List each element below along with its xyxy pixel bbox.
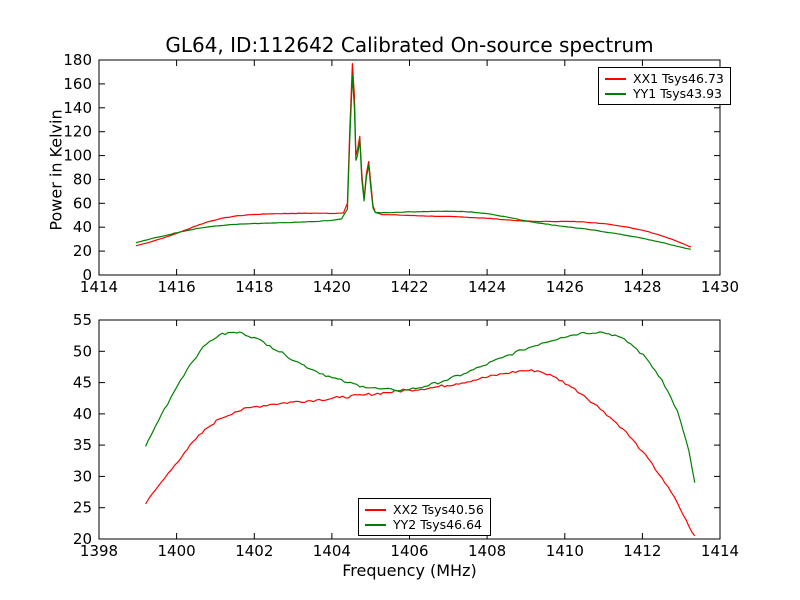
legend-top: XX1 Tsys46.73 YY1 Tsys43.93	[598, 67, 731, 105]
x-tick-label: 1410	[546, 542, 584, 560]
legend-entry: XX1 Tsys46.73	[605, 71, 724, 86]
legend-line-sample-xx2	[365, 508, 386, 511]
y-tick-label: 60	[73, 194, 92, 212]
y-tick-label: 20	[73, 242, 92, 260]
x-axis-label: Frequency (MHz)	[342, 561, 477, 580]
x-tick-label: 1414	[701, 542, 739, 560]
y-tick-label: 40	[73, 218, 92, 236]
x-tick-label: 1414	[80, 278, 118, 296]
y-tick-label: 80	[73, 170, 92, 188]
x-tick-label: 1426	[546, 278, 584, 296]
x-tick-label: 1402	[235, 542, 273, 560]
figure-title: GL64, ID:112642 Calibrated On-source spe…	[165, 33, 654, 57]
x-tick-label: 1430	[701, 278, 739, 296]
legend-label: YY2 Tsys46.64	[393, 517, 482, 532]
y-tick-label: 25	[73, 499, 92, 517]
y-tick-label: 160	[63, 75, 92, 93]
y-tick-label: 0	[82, 266, 92, 284]
x-tick-label: 1412	[623, 542, 661, 560]
legend-entry: YY2 Tsys46.64	[365, 517, 484, 532]
series-line-XX2	[145, 369, 696, 537]
legend-label: XX2 Tsys40.56	[393, 502, 484, 517]
legend-label: XX1 Tsys46.73	[633, 71, 724, 86]
x-tick-label: 1404	[313, 542, 351, 560]
x-tick-label: 1398	[80, 542, 118, 560]
x-tick-label: 1428	[623, 278, 661, 296]
y-tick-label: 20	[73, 530, 92, 548]
y-tick-label: 40	[73, 405, 92, 423]
x-tick-label: 1416	[158, 278, 196, 296]
legend-line-sample-yy2	[365, 523, 386, 526]
y-tick-label: 180	[63, 51, 92, 69]
y-tick-label: 140	[63, 99, 92, 117]
y-tick-label: 50	[73, 342, 92, 360]
legend-bottom: XX2 Tsys40.56 YY2 Tsys46.64	[358, 498, 491, 536]
x-tick-label: 1422	[390, 278, 428, 296]
x-tick-label: 1424	[468, 278, 506, 296]
y-tick-label: 120	[63, 123, 92, 141]
x-tick-label: 1418	[235, 278, 273, 296]
legend-line-sample-yy1	[605, 92, 626, 95]
y-tick-label: 45	[73, 374, 92, 392]
y-tick-label: 35	[73, 436, 92, 454]
y-tick-label: 100	[63, 147, 92, 165]
x-tick-label: 1408	[468, 542, 506, 560]
x-tick-label: 1406	[390, 542, 428, 560]
x-tick-label: 1420	[313, 278, 351, 296]
legend-entry: XX2 Tsys40.56	[365, 502, 484, 517]
legend-label: YY1 Tsys43.93	[633, 86, 722, 101]
y-tick-label: 55	[73, 311, 92, 329]
series-line-YY1	[135, 74, 692, 250]
y-tick-label: 30	[73, 467, 92, 485]
x-tick-label: 1400	[158, 542, 196, 560]
series-line-XX1	[135, 63, 692, 248]
legend-line-sample-xx1	[605, 77, 626, 80]
legend-entry: YY1 Tsys43.93	[605, 86, 724, 101]
series-line-YY2	[145, 331, 696, 483]
